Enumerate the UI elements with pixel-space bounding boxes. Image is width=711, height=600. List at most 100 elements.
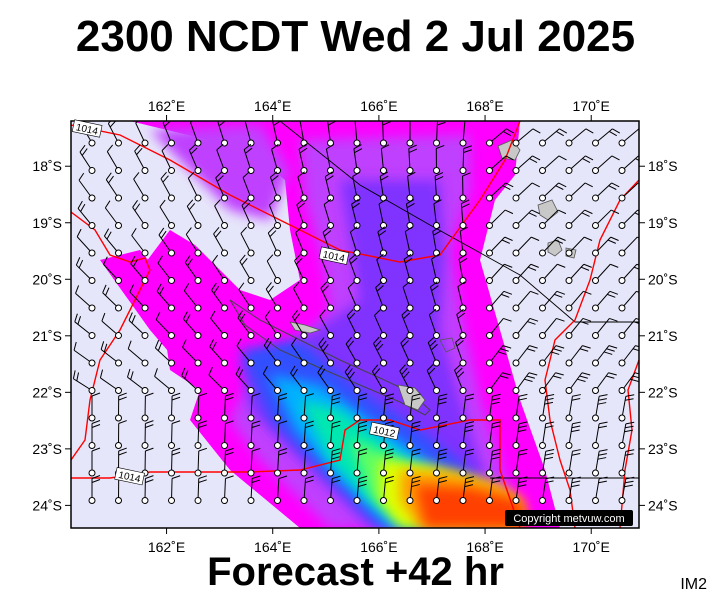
wind-barb <box>141 475 154 504</box>
wind-barb <box>106 144 122 174</box>
lat-tick-label: 24˚S <box>32 497 62 513</box>
wind-barb <box>317 365 334 394</box>
wind-barb <box>157 255 175 284</box>
wind-barb <box>454 363 467 394</box>
wind-barb <box>380 121 391 147</box>
wind-barb <box>221 392 234 422</box>
map-frame <box>70 120 640 529</box>
wind-barb <box>375 281 387 312</box>
wind-barb <box>264 310 281 339</box>
wind-barb <box>156 283 175 312</box>
wind-barb <box>406 475 421 504</box>
wind-barb <box>486 128 515 147</box>
svg-text:1014: 1014 <box>322 249 346 264</box>
wind-barb <box>102 284 122 312</box>
wind-barb <box>74 313 96 339</box>
wind-barb <box>294 254 308 284</box>
wind-barb <box>565 263 592 284</box>
lat-tick-label: 20˚S <box>648 271 678 287</box>
wind-barb <box>406 420 421 449</box>
wind-barb <box>115 420 127 449</box>
lon-tick-label: 162˚E <box>148 98 185 114</box>
wind-barb <box>296 198 308 229</box>
wind-barb <box>168 475 181 504</box>
lon-tick-label: 164˚E <box>254 98 291 114</box>
wind-barb <box>213 227 228 257</box>
lon-tick-label: 168˚E <box>466 539 503 555</box>
wind-barb <box>247 475 261 504</box>
wind-barb <box>428 308 440 339</box>
lon-tick-label: 164˚E <box>254 539 291 555</box>
lat-tick-label: 18˚S <box>648 158 678 174</box>
wind-barb <box>88 447 101 477</box>
wind-barb <box>459 226 468 257</box>
wind-barb <box>291 337 308 367</box>
wind-barb <box>324 171 334 202</box>
wind-barb <box>433 172 444 202</box>
wind-barb <box>459 121 474 147</box>
wind-barb <box>512 421 528 449</box>
wind-barb <box>88 392 101 422</box>
wind-barb <box>618 345 639 367</box>
wind-barb <box>327 448 341 477</box>
wind-barb <box>486 476 501 504</box>
wind-barb <box>263 337 281 367</box>
wind-barb <box>103 256 122 284</box>
wind-barb <box>592 476 608 504</box>
wind-barb <box>406 121 414 147</box>
wind-barb <box>406 144 418 174</box>
wind-barb <box>244 121 255 147</box>
wind-barb <box>426 364 440 394</box>
wind-barb <box>512 128 541 147</box>
wind-barb <box>512 476 528 504</box>
wind-barb <box>565 317 592 339</box>
wind-barb <box>400 336 414 367</box>
wind-barb <box>352 171 361 202</box>
wind-barb <box>459 476 475 504</box>
wind-barb <box>238 282 255 312</box>
wind-barb <box>351 198 361 229</box>
lon-tick-label: 170˚E <box>573 539 610 555</box>
wind-barb <box>380 144 390 174</box>
wind-barb <box>565 394 581 422</box>
lat-tick-label: 22˚S <box>32 384 62 400</box>
wind-barb <box>128 312 149 339</box>
wind-barb <box>402 281 414 312</box>
wind-barb <box>75 257 96 284</box>
wind-barb <box>182 311 202 339</box>
loyalty-lifou <box>439 337 456 353</box>
lat-tick-label: 21˚S <box>648 328 678 344</box>
wind-barb <box>274 448 288 477</box>
wind-barb <box>346 309 361 339</box>
wind-barb <box>183 283 202 312</box>
wind-barb <box>380 393 394 422</box>
wind-barb <box>565 155 594 174</box>
wind-barb <box>300 393 314 422</box>
wind-barb <box>154 339 175 367</box>
wind-barb <box>300 475 314 504</box>
wind-barb <box>486 155 514 174</box>
wind-barb <box>104 200 122 229</box>
wind-barb <box>618 372 639 394</box>
wind-barb <box>459 448 475 477</box>
wind-barb <box>158 227 175 257</box>
lon-tick-label: 166˚E <box>360 539 397 555</box>
wind-barb <box>185 227 202 257</box>
wind-barb <box>274 475 288 504</box>
wind-barb <box>539 317 565 339</box>
wind-barb <box>377 226 387 257</box>
wind-barb <box>406 171 416 202</box>
wind-barb <box>486 236 513 257</box>
wind-barb <box>539 182 567 202</box>
wind-barb <box>372 364 387 394</box>
wind-barb <box>327 475 341 504</box>
wind-barb <box>160 171 175 202</box>
wind-barb <box>187 171 202 202</box>
wind-barb <box>459 172 471 202</box>
wind-barb <box>327 420 341 449</box>
wind-barb <box>618 155 639 174</box>
wind-barb <box>512 448 528 477</box>
wind-barb <box>209 338 228 367</box>
wind-barb <box>293 281 308 312</box>
